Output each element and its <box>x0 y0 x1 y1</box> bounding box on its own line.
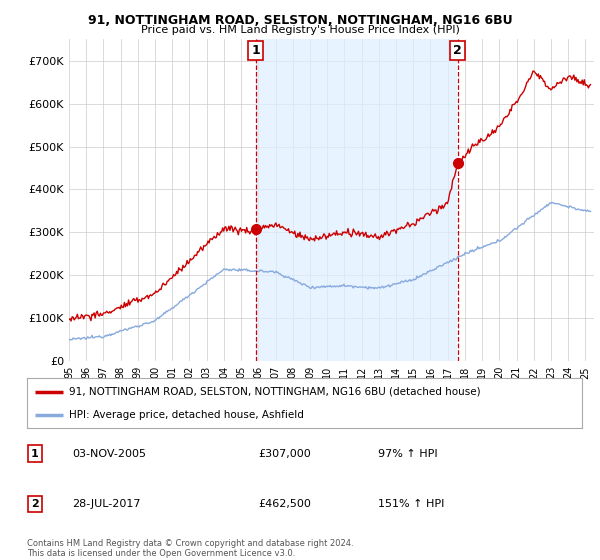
Text: 91, NOTTINGHAM ROAD, SELSTON, NOTTINGHAM, NG16 6BU: 91, NOTTINGHAM ROAD, SELSTON, NOTTINGHAM… <box>88 14 512 27</box>
Text: 151% ↑ HPI: 151% ↑ HPI <box>378 499 445 509</box>
Bar <box>256 39 457 361</box>
Text: 91, NOTTINGHAM ROAD, SELSTON, NOTTINGHAM, NG16 6BU (detached house): 91, NOTTINGHAM ROAD, SELSTON, NOTTINGHAM… <box>68 386 480 396</box>
Text: 2: 2 <box>31 499 38 509</box>
Text: 2: 2 <box>453 44 462 57</box>
Text: HPI: Average price, detached house, Ashfield: HPI: Average price, detached house, Ashf… <box>68 410 304 420</box>
Text: 1: 1 <box>31 449 38 459</box>
Text: £462,500: £462,500 <box>258 499 311 509</box>
Text: 03-NOV-2005: 03-NOV-2005 <box>72 449 146 459</box>
Text: 28-JUL-2017: 28-JUL-2017 <box>72 499 140 509</box>
Text: 97% ↑ HPI: 97% ↑ HPI <box>378 449 437 459</box>
Text: Contains HM Land Registry data © Crown copyright and database right 2024.
This d: Contains HM Land Registry data © Crown c… <box>27 539 353 558</box>
Text: £307,000: £307,000 <box>258 449 311 459</box>
Text: Price paid vs. HM Land Registry's House Price Index (HPI): Price paid vs. HM Land Registry's House … <box>140 25 460 35</box>
Text: 1: 1 <box>251 44 260 57</box>
